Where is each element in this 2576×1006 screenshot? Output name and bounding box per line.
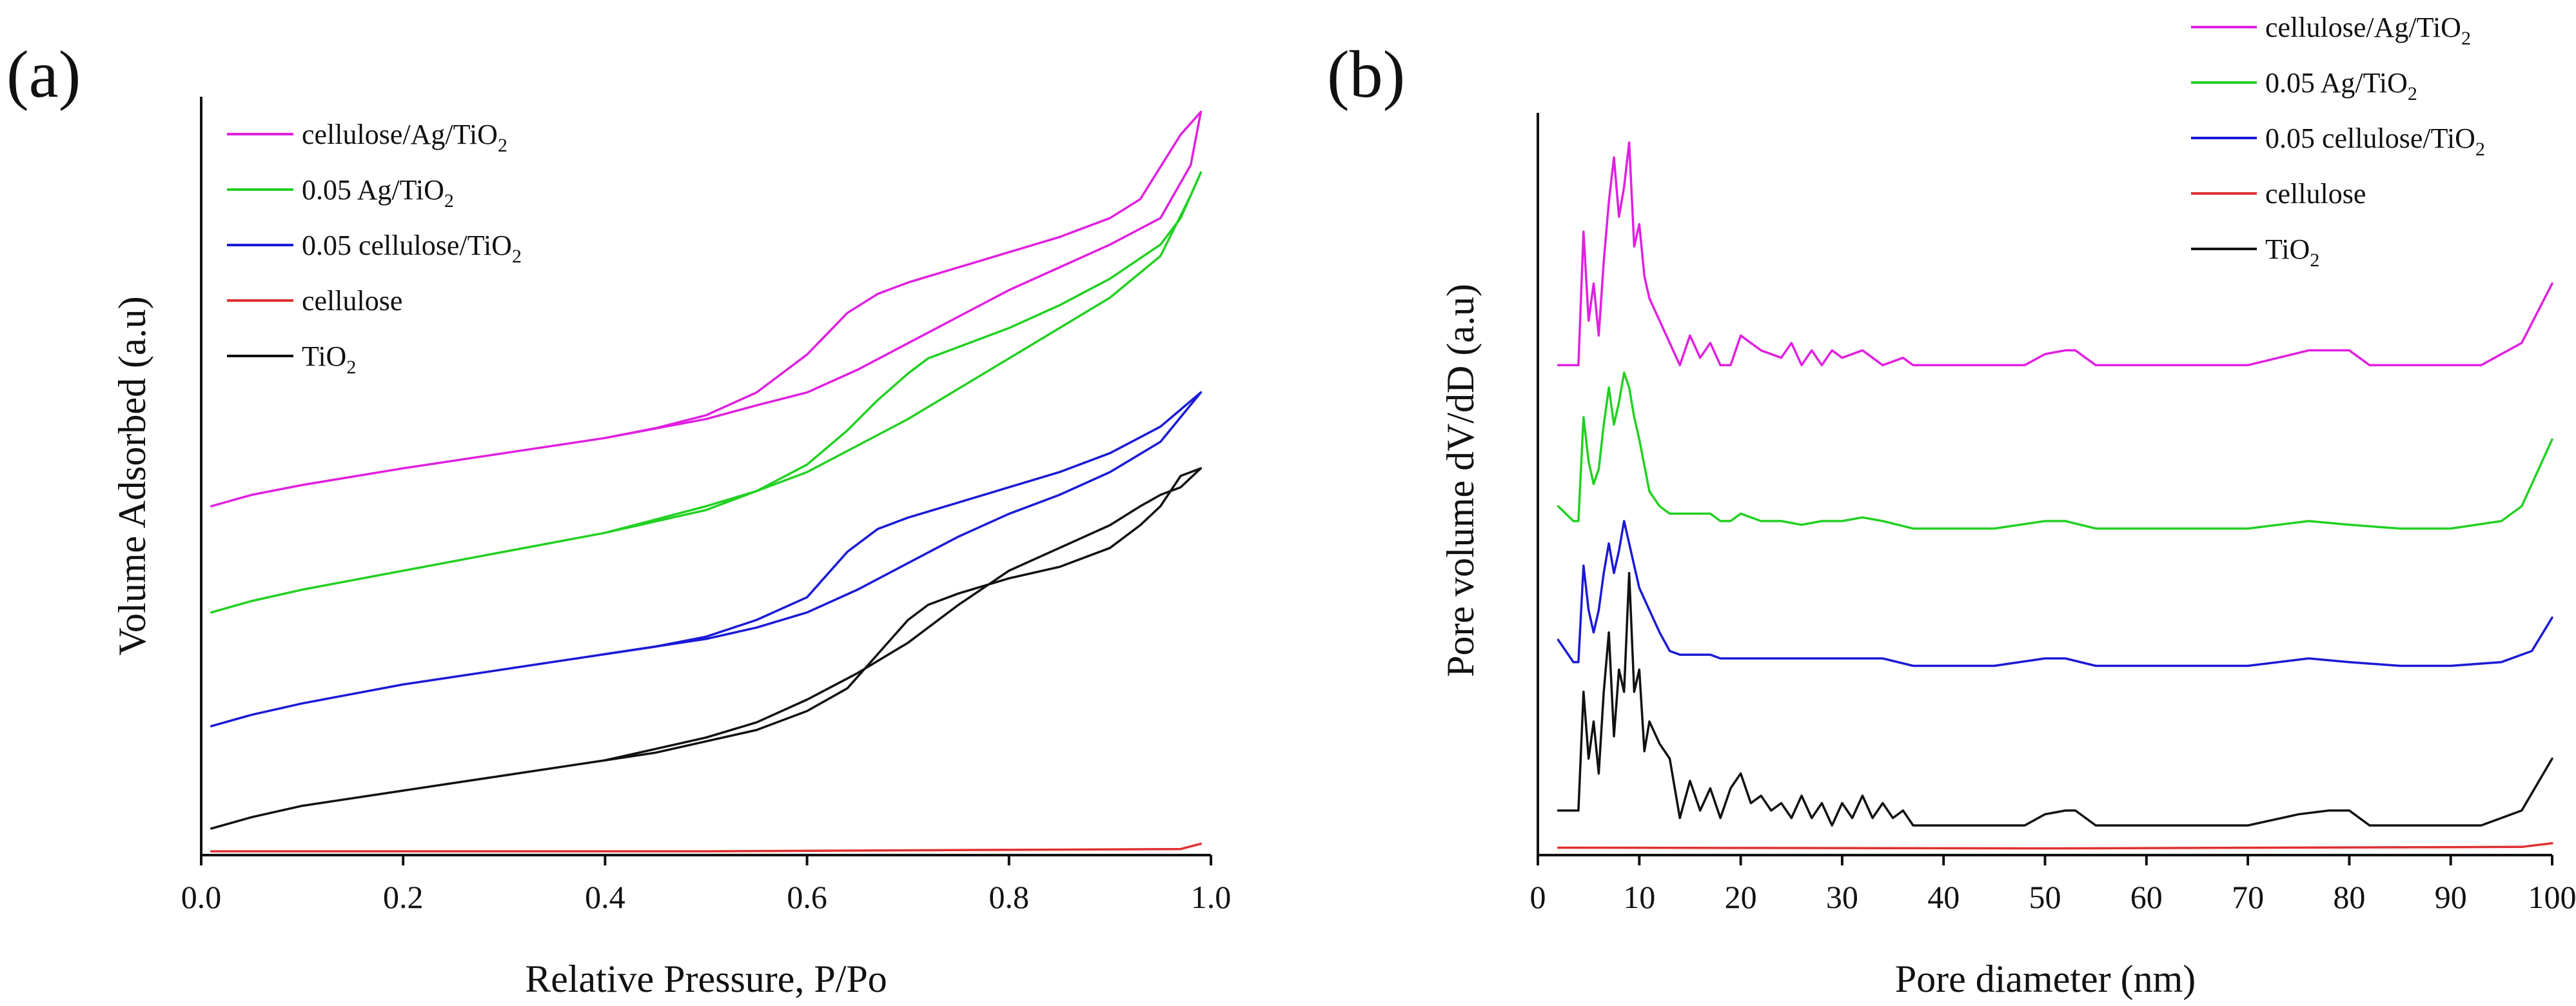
panel-a-series-cellulose_ag_tio2-adsorption: [210, 110, 1203, 508]
panel-a-series-cellulose_tio2-desorption: [604, 391, 1203, 656]
panel-a-x-tick-label: 0.2: [383, 879, 424, 915]
panel-a-x-ticks: 0.0 0.2 0.4 0.6 0.8 1.0: [181, 855, 1232, 915]
panel-a-legend: cellulose/Ag/TiO2 0.05 Ag/TiO2 0.05 cellul…: [227, 119, 522, 378]
panel-a-y-axis-title: Volume Adsorbed (a.u): [111, 296, 153, 655]
panel-b-x-tick-label: 20: [1725, 879, 1757, 915]
panel-a-series-cellulose_ag_tio2-desorption: [604, 110, 1203, 439]
panel-b-legend-label-tio2: TiO2: [2265, 233, 2319, 271]
panel-a-x-tick-label: 0.4: [585, 879, 625, 915]
panel-a-series-cellulose-adsorption: [210, 842, 1203, 853]
panel-b-legend-label-ag_tio2: 0.05 Ag/TiO2: [2265, 67, 2417, 104]
panel-a-series-tio2-desorption: [604, 467, 1203, 762]
panel-a-series-ag_tio2-desorption: [604, 171, 1203, 534]
panel-b-x-tick-label: 40: [1927, 879, 1960, 915]
panel-a-x-tick-label: 0.0: [181, 879, 222, 915]
panel-b-series-tio2: [1557, 571, 2553, 827]
panel-b-x-axis-title: Pore diameter (nm): [1895, 958, 2196, 1000]
panel-a-x-axis-title: Relative Pressure, P/Po: [525, 958, 887, 1000]
panel-a-legend-label-cellulose_ag_tio2: cellulose/Ag/TiO2: [302, 119, 507, 156]
panel-a-legend-label-ag_tio2: 0.05 Ag/TiO2: [302, 174, 454, 212]
panel-b-series-cellulose_ag_tio2: [1557, 141, 2553, 367]
panel-b-x-tick-label: 50: [2029, 879, 2061, 915]
panel-b: (b) 0 10 20 30 40 50 60 70 80 90 100 Pore diameter…: [1327, 12, 2576, 1000]
panel-b-y-axis-title: Pore volume dV/dD (a.u): [1439, 284, 1482, 677]
panel-a-legend-label-cellulose: cellulose: [302, 285, 402, 317]
panel-b-x-tick-label: 0: [1530, 879, 1546, 915]
panel-b-x-tick-label: 80: [2333, 879, 2365, 915]
panel-b-x-tick-label: 70: [2232, 879, 2264, 915]
panel-b-legend: cellulose/Ag/TiO2 0.05 Ag/TiO2 0.05 cellul…: [2191, 12, 2485, 271]
panel-b-x-tick-label: 100: [2528, 879, 2576, 915]
panel-b-x-tick-label: 30: [1826, 879, 1858, 915]
panel-a-series-cellulose_tio2-adsorption: [210, 391, 1203, 727]
panel-a-series-tio2-adsorption: [210, 467, 1203, 830]
panel-a: (a) 0.0 0.2 0.4 0.6 0.8 1.0 Relative Pressure…: [6, 37, 1231, 1000]
panel-b-legend-label-cellulose: cellulose: [2265, 178, 2366, 210]
panel-b-series-cellulose: [1557, 842, 2553, 850]
panel-a-x-tick-label: 0.8: [989, 879, 1030, 915]
panel-b-x-ticks: 0 10 20 30 40 50 60 70 80 90 100: [1530, 855, 2576, 915]
panel-b-x-tick-label: 90: [2435, 879, 2467, 915]
panel-a-curves: [210, 110, 1203, 853]
panel-label-b: (b): [1327, 37, 1405, 112]
panel-a-legend-label-cellulose_tio2: 0.05 cellulose/TiO2: [302, 230, 522, 267]
panel-label-a: (a): [6, 37, 81, 112]
panel-a-legend-label-tio2: TiO2: [302, 340, 356, 378]
panel-a-x-tick-label: 0.6: [787, 879, 827, 915]
panel-b-legend-label-cellulose_tio2: 0.05 cellulose/TiO2: [2265, 123, 2485, 160]
panel-a-x-tick-label: 1.0: [1191, 879, 1232, 915]
panel-b-x-tick-label: 60: [2130, 879, 2163, 915]
panel-b-legend-label-cellulose_ag_tio2: cellulose/Ag/TiO2: [2265, 12, 2471, 49]
panel-b-x-tick-label: 10: [1623, 879, 1655, 915]
panel-b-series-cellulose_tio2: [1557, 520, 2553, 667]
panel-b-series-ag_tio2: [1557, 371, 2553, 530]
panel-b-curves: [1557, 141, 2553, 850]
panel-a-series-ag_tio2-adsorption: [210, 171, 1203, 614]
